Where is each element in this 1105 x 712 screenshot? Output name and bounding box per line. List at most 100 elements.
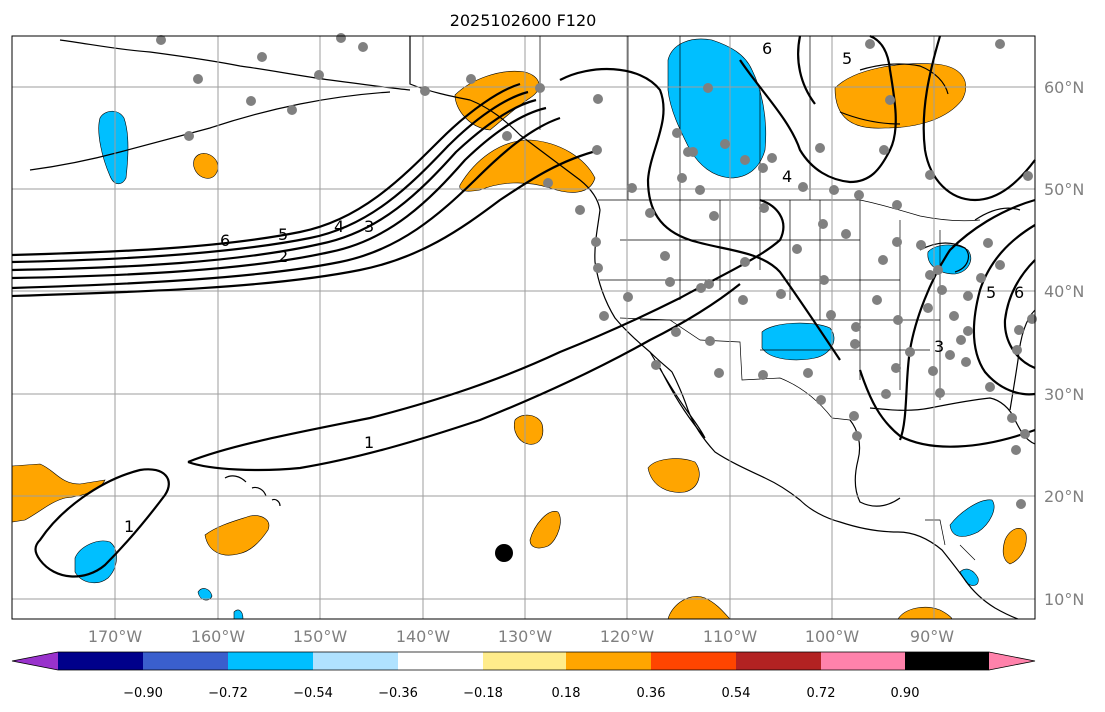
contour-label-3-east: 3 (934, 337, 944, 356)
station-marker (818, 219, 828, 229)
station-marker (776, 289, 786, 299)
lat-label-10n: 10°N (1044, 590, 1084, 609)
lon-label-170w: 170°W (88, 627, 143, 646)
station-marker (865, 39, 875, 49)
station-marker (740, 257, 750, 267)
station-marker (1020, 429, 1030, 439)
station-marker (660, 251, 670, 261)
station-marker (665, 277, 675, 287)
station-markers (156, 33, 1037, 509)
contour-label-4: 4 (334, 217, 344, 236)
station-marker (995, 39, 1005, 49)
colorbar-segment-4 (313, 652, 398, 670)
colorbar-tick-7: 0.36 (637, 686, 666, 701)
station-marker (849, 411, 859, 421)
contour-1-long (187, 198, 785, 464)
station-marker (688, 147, 698, 157)
colorbar-segment-5 (398, 652, 483, 670)
station-marker (878, 255, 888, 265)
lon-label-120w: 120°W (600, 627, 655, 646)
station-marker (1007, 413, 1017, 423)
colorbar-segment-1 (58, 652, 143, 670)
coastline-great-lakes (919, 207, 1021, 273)
colorbar-segment-6 (483, 652, 566, 670)
station-marker (892, 237, 902, 247)
contour-label-3: 3 (364, 217, 374, 236)
colorbar-tick-10: 0.90 (891, 686, 920, 701)
negative-area-central-america (959, 568, 979, 586)
station-marker (758, 370, 768, 380)
lat-label-30n: 30°N (1044, 385, 1084, 404)
border-states-1 (600, 200, 941, 400)
contour-north-1 (797, 35, 816, 105)
station-marker (592, 145, 602, 155)
station-marker (1014, 325, 1024, 335)
station-marker (420, 86, 430, 96)
station-marker (956, 335, 966, 345)
station-marker (257, 52, 267, 62)
station-marker (928, 366, 938, 376)
lat-label-20n: 20°N (1044, 487, 1084, 506)
colorbar-tick-8: 0.54 (722, 686, 751, 701)
station-marker (1023, 171, 1033, 181)
station-marker (672, 128, 682, 138)
station-marker (535, 83, 545, 93)
map-panel: 6 5 4 3 2 1 1 4 5 6 5 3 6 (11, 33, 1037, 620)
station-marker (925, 270, 935, 280)
station-marker (826, 310, 836, 320)
lon-label-150w: 150°W (293, 627, 348, 646)
contour-2-jet (11, 116, 561, 290)
station-marker (829, 185, 839, 195)
station-marker (358, 42, 368, 52)
station-marker (995, 260, 1005, 270)
colorbar-outline (11, 651, 1036, 671)
station-marker (156, 35, 166, 45)
station-marker (798, 182, 808, 192)
border-us-mexico (619, 317, 851, 421)
station-marker (591, 237, 601, 247)
station-marker (891, 363, 901, 373)
positive-area-caribbean (1002, 528, 1027, 565)
station-marker (246, 96, 256, 106)
latitude-labels: 60°N 50°N 40°N 30°N 20°N 10°N (1044, 78, 1084, 609)
colorbar-max-triangle (989, 652, 1035, 670)
station-marker (677, 173, 687, 183)
contour-6-jet (11, 82, 521, 257)
negative-area-southwest (761, 322, 835, 361)
station-marker (945, 350, 955, 360)
coastline-north-america-west (409, 36, 1019, 620)
station-marker (1012, 345, 1022, 355)
contour-label-6: 6 (220, 231, 230, 250)
lon-label-90w: 90°W (910, 627, 954, 646)
border-central-america (925, 519, 976, 561)
station-marker (709, 211, 719, 221)
negative-area-gulf-mexico (949, 499, 995, 537)
station-marker (819, 275, 829, 285)
station-marker (792, 244, 802, 254)
station-marker (872, 295, 882, 305)
station-marker (184, 131, 194, 141)
station-marker (816, 395, 826, 405)
station-marker (543, 178, 553, 188)
coastline-aleutians (29, 91, 391, 171)
station-marker (916, 240, 926, 250)
positive-area-pacific-south (529, 511, 561, 549)
station-marker (893, 315, 903, 325)
positive-area-alaska (454, 70, 540, 131)
station-marker (841, 229, 851, 239)
station-marker (695, 185, 705, 195)
station-marker (961, 357, 971, 367)
station-marker (949, 311, 959, 321)
station-marker (599, 311, 609, 321)
contour-4-jet (11, 98, 537, 272)
colorbar-segment-7 (566, 652, 651, 670)
station-marker (704, 279, 714, 289)
contour-east-1 (898, 198, 1036, 441)
contour-2-outer (11, 148, 601, 298)
station-marker (703, 83, 713, 93)
station-marker (502, 131, 512, 141)
colorbar-segment-2 (143, 652, 228, 670)
contour-1-southwest (34, 468, 170, 578)
station-marker (879, 145, 889, 155)
station-marker (466, 74, 476, 84)
